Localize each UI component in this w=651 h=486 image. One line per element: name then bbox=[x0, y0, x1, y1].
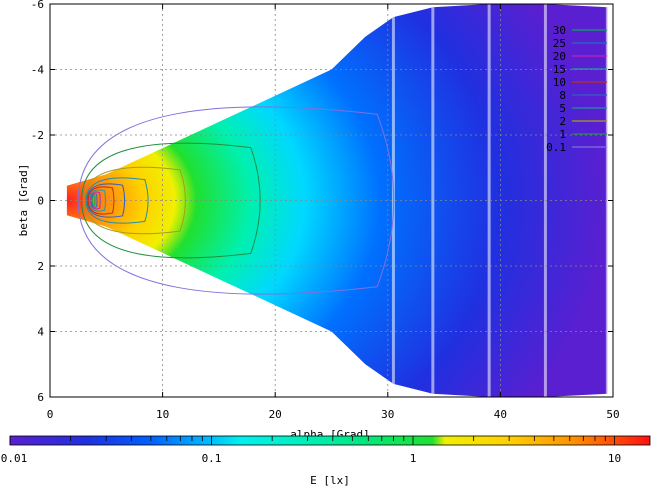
legend-label: 25 bbox=[553, 37, 566, 50]
y-tick-label: -6 bbox=[31, 0, 44, 11]
contour-8 bbox=[86, 183, 126, 218]
colorbar-tick-label: 10 bbox=[608, 452, 621, 465]
legend-label: 1 bbox=[559, 128, 566, 141]
x-tick-label: 20 bbox=[269, 408, 282, 421]
x-tick-label: 30 bbox=[381, 408, 394, 421]
contour-30 bbox=[91, 195, 96, 206]
y-tick-label: 6 bbox=[37, 391, 44, 404]
x-tick-label: 0 bbox=[47, 408, 54, 421]
legend-label: 20 bbox=[553, 50, 566, 63]
y-tick-label: 2 bbox=[37, 260, 44, 273]
colorbar-label: E [lx] bbox=[310, 474, 350, 486]
legend-label: 0.1 bbox=[546, 141, 566, 154]
legend-label: 2 bbox=[559, 115, 566, 128]
colorbar-ticks: 0.01 0.1 1 10 bbox=[1, 436, 621, 465]
heatmap-fan bbox=[66, 4, 608, 397]
colorbar-tick-label: 0.01 bbox=[1, 452, 28, 465]
grid-layer bbox=[50, 4, 613, 397]
y-tick-label: 4 bbox=[37, 326, 44, 339]
contour-25 bbox=[91, 193, 98, 208]
contour-5 bbox=[85, 177, 149, 224]
slice-edge bbox=[605, 7, 609, 394]
legend-label: 30 bbox=[553, 24, 566, 37]
contour-0.1 bbox=[77, 106, 395, 295]
x-axis-ticks: 0 10 20 30 40 50 bbox=[47, 4, 620, 421]
contour-10 bbox=[87, 186, 115, 215]
legend-label: 15 bbox=[553, 63, 566, 76]
y-tick-label: -2 bbox=[31, 129, 44, 142]
x-tick-label: 10 bbox=[156, 408, 169, 421]
slice-edge bbox=[431, 7, 435, 394]
legend-label: 8 bbox=[559, 89, 566, 102]
colorbar-tick-label: 1 bbox=[410, 452, 417, 465]
y-tick-label: 0 bbox=[37, 195, 44, 208]
y-tick-label: -4 bbox=[31, 64, 45, 77]
y-axis-label: beta [Grad] bbox=[17, 164, 30, 237]
x-tick-label: 50 bbox=[606, 408, 619, 421]
colorbar: 0.01 0.1 1 10 E [lx] bbox=[1, 435, 651, 486]
colorbar-tick-label: 0.1 bbox=[202, 452, 222, 465]
legend-label: 5 bbox=[559, 102, 566, 115]
y-axis-ticks: -6 -4 -2 0 2 4 6 bbox=[31, 0, 613, 404]
slice-edge bbox=[487, 4, 491, 397]
x-tick-label: 40 bbox=[494, 408, 507, 421]
legend-label: 10 bbox=[553, 76, 566, 89]
